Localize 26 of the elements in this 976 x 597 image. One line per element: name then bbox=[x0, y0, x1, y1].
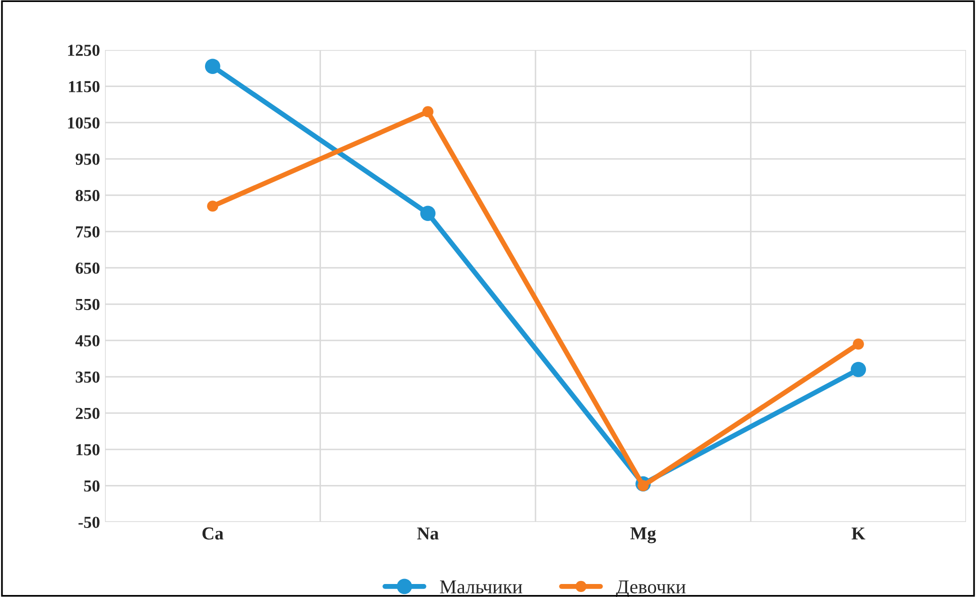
y-tick-label: 950 bbox=[76, 154, 100, 165]
x-tick-label: Ca bbox=[202, 527, 224, 540]
legend-label: Девочки bbox=[616, 580, 686, 597]
y-tick-label: 1250 bbox=[68, 44, 100, 56]
point bbox=[852, 338, 864, 350]
x-tick-label: Na bbox=[417, 528, 439, 540]
y-tick-label: 50 bbox=[84, 480, 100, 492]
y-tick-label: 350 bbox=[76, 371, 100, 383]
y-tick-label: 650 bbox=[76, 262, 100, 274]
point bbox=[422, 106, 434, 118]
y-tick-label: 1050 bbox=[68, 117, 100, 129]
point bbox=[850, 362, 866, 378]
y-tick-label: 550 bbox=[76, 298, 100, 310]
y-tick-label: 450 bbox=[75, 335, 100, 346]
legend-label: Мальчики bbox=[440, 580, 522, 594]
y-tick-label: 1150 bbox=[69, 81, 100, 92]
point bbox=[420, 206, 436, 222]
y-tick-label: 250 bbox=[76, 408, 100, 420]
y-tick-label: 750 bbox=[76, 226, 100, 238]
point bbox=[204, 58, 220, 74]
point bbox=[207, 200, 218, 212]
y-tick-label: 850 bbox=[76, 190, 100, 202]
y-tick-label: 150 bbox=[76, 444, 100, 456]
x-tick-label: Mg bbox=[630, 527, 656, 544]
x-tick-label: K bbox=[852, 528, 866, 540]
y-tick-label: -50 bbox=[78, 516, 100, 528]
